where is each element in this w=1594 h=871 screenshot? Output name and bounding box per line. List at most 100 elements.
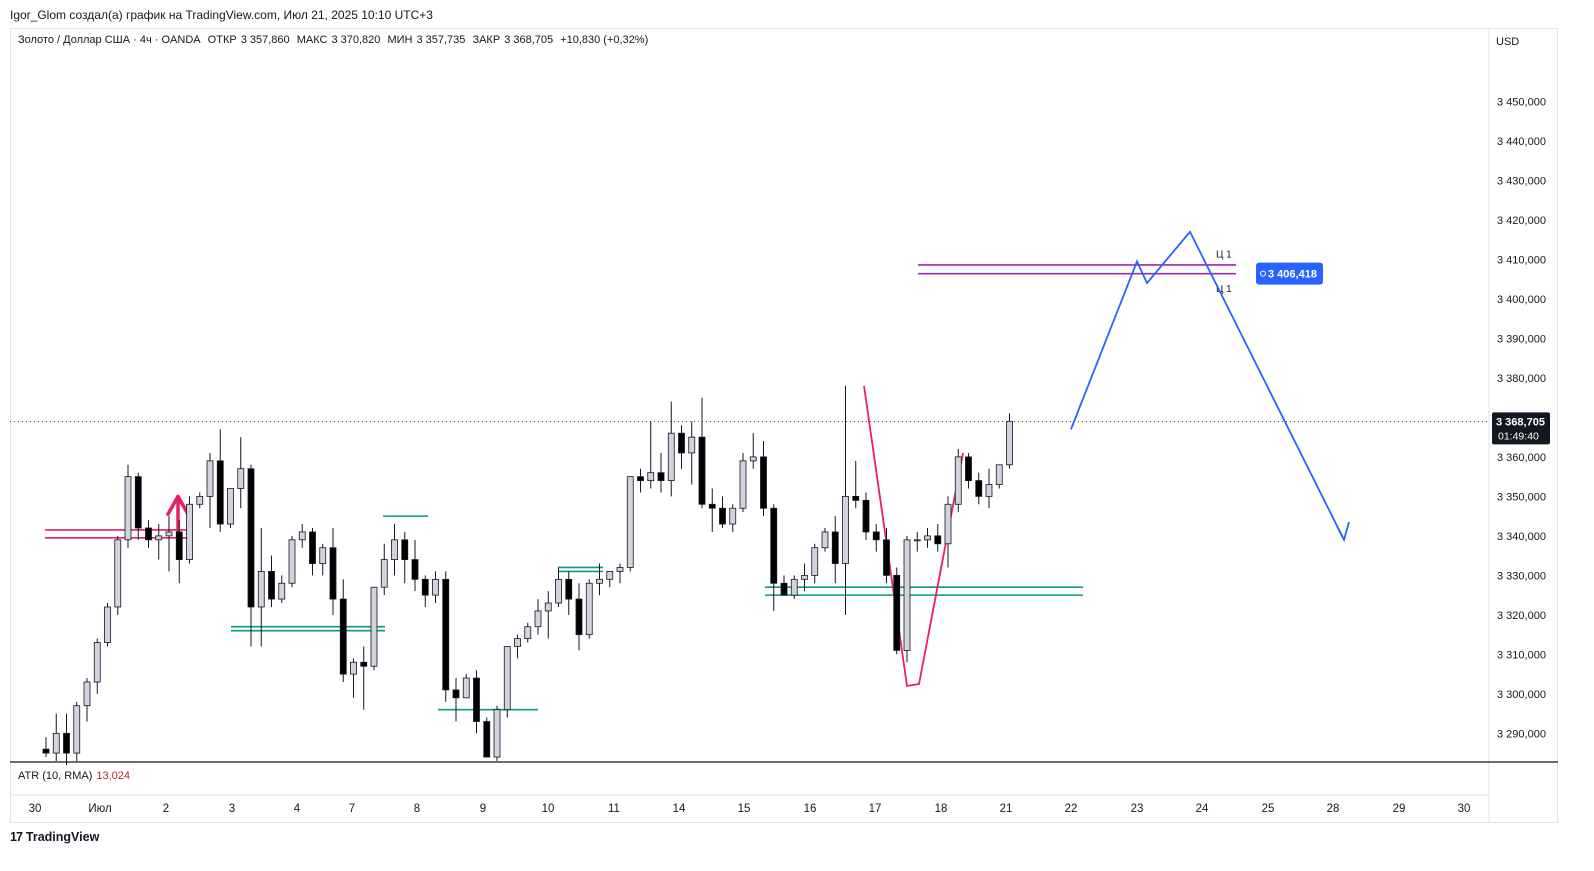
candle (63, 713, 70, 765)
candle-body (944, 503, 952, 545)
time-tick-label: 11 (608, 803, 620, 815)
candle-body (268, 571, 275, 600)
price-tick-label: 3 410,000 (1497, 254, 1546, 266)
candle (862, 492, 870, 540)
price-tags: 3 406,418 3 368,705 01:49:40 (1256, 262, 1550, 445)
candle (247, 464, 255, 647)
low-value: 3 357,735 (416, 34, 466, 46)
candle-body (544, 602, 552, 612)
time-tick-label: 4 (294, 803, 301, 815)
candle (637, 468, 644, 493)
candle (780, 575, 788, 596)
candle-body (93, 642, 101, 683)
candle-body (319, 547, 327, 564)
candle-body (760, 456, 767, 509)
time-tick-label: 9 (480, 803, 486, 815)
candle-body (667, 432, 675, 481)
candle-body (206, 460, 214, 497)
candle (155, 524, 163, 560)
time-tick-label: 25 (1262, 803, 1275, 815)
candle-body (647, 472, 655, 481)
candle-body (298, 531, 306, 541)
candle (883, 527, 890, 584)
time-tick-label: 14 (673, 803, 686, 815)
candle (1006, 413, 1013, 469)
arrow-up-icon (166, 494, 190, 538)
candle-body (350, 661, 357, 675)
candle-body (339, 598, 347, 675)
candle-body (309, 531, 316, 564)
candle (565, 571, 573, 615)
candle (452, 678, 460, 722)
candle (339, 579, 347, 683)
time-tick-label: 29 (1393, 803, 1406, 815)
time-tick-label: 18 (935, 803, 948, 815)
candle-body (165, 531, 173, 537)
candle-body (585, 582, 593, 636)
candle-body (216, 460, 224, 525)
candle (391, 524, 398, 576)
candle (647, 421, 655, 489)
currency-label[interactable]: USD (1496, 36, 1520, 48)
time-axis: 30 Июл 2 3 4 7 8 9 10 11 14 15 16 17 18 21 22 23 24 25 28 29 3… (29, 803, 1471, 815)
candle-body (893, 574, 901, 651)
candle-body (104, 606, 111, 643)
candle-body (708, 503, 716, 509)
candle (401, 531, 409, 584)
candle (801, 563, 808, 592)
price-tick-label: 3 450,000 (1497, 96, 1546, 108)
candle-body (227, 488, 234, 525)
candle (729, 504, 737, 532)
candle-body (134, 476, 142, 529)
candle-body (462, 677, 470, 699)
forecast-arrowhead-icon (1336, 521, 1350, 543)
candle (954, 448, 962, 513)
price-tick-label: 3 310,000 (1497, 649, 1546, 661)
candle-body (421, 578, 429, 596)
countdown-label: 01:49:40 (1498, 430, 1539, 442)
candle-body (842, 495, 849, 564)
candle-body (124, 476, 132, 541)
candle (175, 520, 183, 584)
candle (421, 575, 429, 607)
atr-indicator[interactable]: ATR (10, RMA) 13,024 (18, 770, 130, 782)
candle-body (801, 574, 808, 580)
candle-body (534, 610, 542, 628)
candle (216, 429, 224, 532)
price-tick-label: 3 380,000 (1497, 373, 1546, 385)
candle-body (862, 499, 870, 533)
tradingview-logo-icon: 17 (10, 830, 23, 844)
time-tick-label: 10 (542, 803, 555, 815)
candle (288, 535, 296, 588)
candle-body (934, 535, 942, 545)
candle-body (729, 507, 737, 525)
candle-body (452, 689, 460, 699)
candle (893, 567, 901, 655)
symbol-name[interactable]: Золото / Доллар США · 4ч · OANDA (18, 34, 201, 46)
time-tick-label: 30 (1458, 803, 1471, 815)
price-tick-label: 3 350,000 (1497, 491, 1546, 503)
candle-body (975, 480, 983, 497)
price-tick-label: 3 420,000 (1497, 215, 1546, 227)
target-anchor-icon (1260, 270, 1266, 277)
candle-body (596, 578, 603, 584)
candle-body (63, 732, 70, 754)
candle-body (257, 571, 265, 608)
candle-body (391, 539, 398, 560)
candle (739, 452, 747, 513)
candle (667, 401, 675, 497)
candle-body (739, 460, 747, 509)
candle-body (329, 547, 337, 600)
low-label: МИН (387, 34, 413, 46)
candle-body (954, 456, 962, 505)
high-label: МАКС (296, 34, 328, 46)
close-label: ЗАКР (472, 34, 501, 46)
candle (606, 571, 614, 588)
candle (237, 437, 245, 509)
time-tick-label: Июл (88, 803, 111, 815)
candle (616, 563, 624, 584)
candle-body (616, 567, 624, 572)
candle-body (73, 705, 81, 754)
tradingview-footer[interactable]: 17 TradingView (10, 830, 99, 844)
